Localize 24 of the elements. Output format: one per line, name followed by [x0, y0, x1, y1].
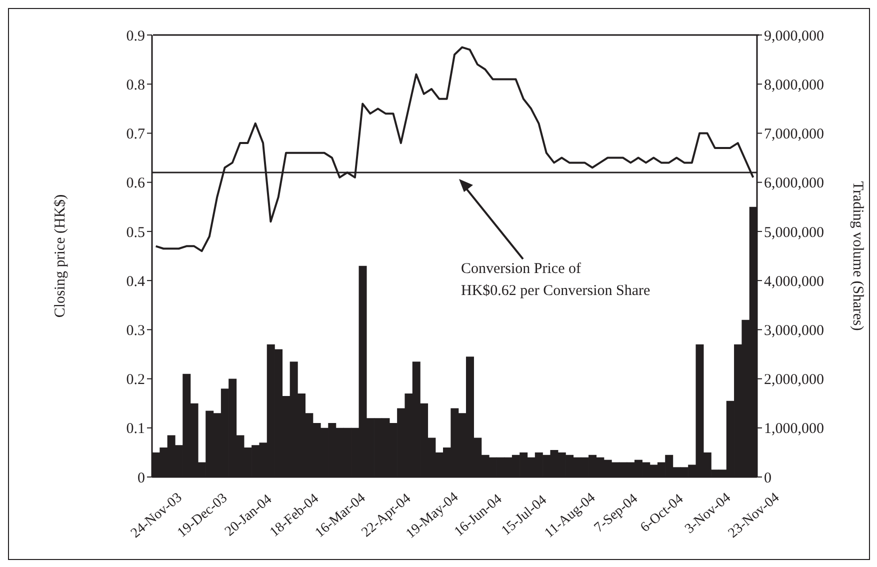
y2-tick-label: 7,000,000 — [764, 126, 824, 143]
y2-tick-label: 4,000,000 — [764, 274, 824, 290]
y-tick-label: 0.8 — [126, 77, 145, 94]
y-tick-label: 0.2 — [126, 372, 145, 388]
y-axis-title: Closing price (HK$) — [52, 194, 68, 318]
y2-tick-label: 8,000,000 — [764, 77, 824, 94]
y2-tick-label: 2,000,000 — [764, 372, 824, 388]
y-tick-label: 0.5 — [126, 224, 145, 241]
y-tick-label: 0 — [138, 470, 145, 486]
y-tick-label: 0.3 — [126, 322, 145, 339]
y-tick-label: 0.9 — [126, 28, 145, 44]
y-tick-label: 0.7 — [126, 126, 146, 143]
y-tick-label: 0.4 — [126, 274, 146, 290]
y-tick-label: 0.1 — [126, 421, 145, 438]
y2-tick-label: 1,000,000 — [764, 421, 824, 438]
y2-tick-label: 3,000,000 — [764, 322, 824, 339]
y2-tick-label: 0 — [764, 470, 772, 486]
line-series — [154, 46, 754, 252]
y2-axis-title: Trading volume (Shares) — [850, 181, 866, 331]
y2-tick-label: 9,000,000 — [764, 28, 824, 44]
y2-tick-label: 6,000,000 — [764, 176, 824, 192]
y2-tick-label: 5,000,000 — [764, 224, 824, 241]
annotation: Conversion Price of HK$0.62 per Conversion Share — [461, 260, 650, 301]
y-tick-label: 0.6 — [126, 176, 146, 192]
